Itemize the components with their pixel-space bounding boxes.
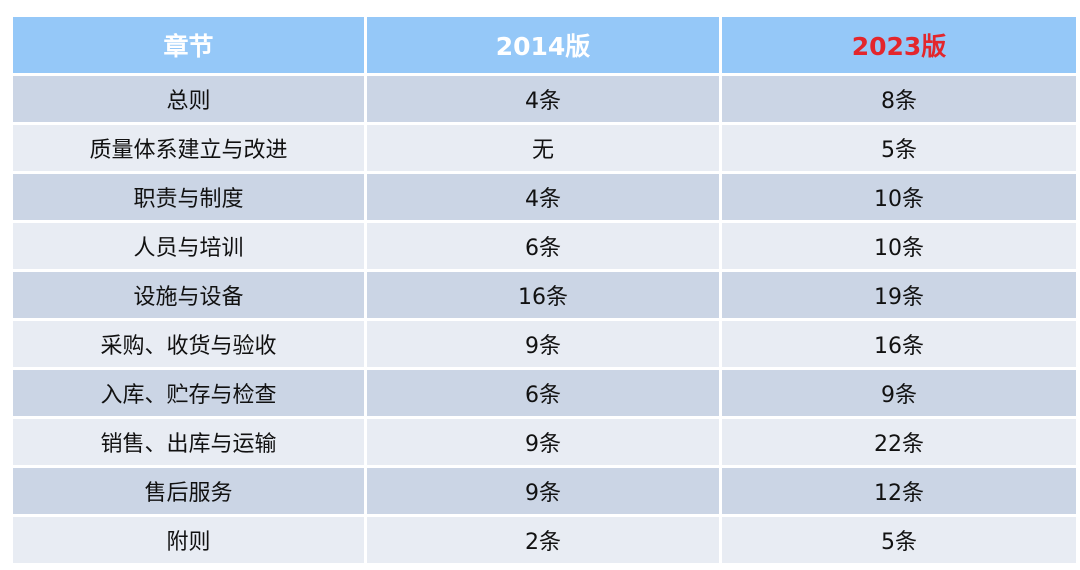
chapter-cell: 采购、收货与验收 — [13, 321, 364, 367]
header-2023-version: 2023版 — [722, 17, 1076, 73]
header-chapter: 章节 — [13, 17, 364, 73]
table-row: 售后服务 9条 12条 — [13, 468, 1076, 514]
chapter-cell: 销售、出库与运输 — [13, 419, 364, 465]
count-2023-cell: 5条 — [722, 517, 1076, 563]
table-row: 人员与培训 6条 10条 — [13, 223, 1076, 269]
count-2023-cell: 16条 — [722, 321, 1076, 367]
count-2014-cell: 16条 — [367, 272, 719, 318]
count-2023-cell: 19条 — [722, 272, 1076, 318]
count-2023-cell: 22条 — [722, 419, 1076, 465]
table-row: 质量体系建立与改进 无 5条 — [13, 125, 1076, 171]
chapter-cell: 售后服务 — [13, 468, 364, 514]
table-row: 入库、贮存与检查 6条 9条 — [13, 370, 1076, 416]
chapter-cell: 附则 — [13, 517, 364, 563]
chapter-cell: 职责与制度 — [13, 174, 364, 220]
count-2023-cell: 9条 — [722, 370, 1076, 416]
table-row: 附则 2条 5条 — [13, 517, 1076, 563]
header-2014-version: 2014版 — [367, 17, 719, 73]
count-2014-cell: 无 — [367, 125, 719, 171]
count-2014-cell: 9条 — [367, 321, 719, 367]
comparison-table: 章节 2014版 2023版 总则 4条 8条 质量体系建立与改进 无 5条 职… — [10, 14, 1079, 566]
table-row: 销售、出库与运输 9条 22条 — [13, 419, 1076, 465]
table-header-row: 章节 2014版 2023版 — [13, 17, 1076, 73]
count-2014-cell: 9条 — [367, 419, 719, 465]
table-row: 职责与制度 4条 10条 — [13, 174, 1076, 220]
chapter-cell: 总则 — [13, 76, 364, 122]
count-2014-cell: 6条 — [367, 370, 719, 416]
count-2014-cell: 4条 — [367, 174, 719, 220]
count-2023-cell: 10条 — [722, 223, 1076, 269]
chapter-cell: 设施与设备 — [13, 272, 364, 318]
table-row: 设施与设备 16条 19条 — [13, 272, 1076, 318]
table-row: 总则 4条 8条 — [13, 76, 1076, 122]
count-2023-cell: 12条 — [722, 468, 1076, 514]
count-2023-cell: 10条 — [722, 174, 1076, 220]
count-2014-cell: 2条 — [367, 517, 719, 563]
chapter-cell: 入库、贮存与检查 — [13, 370, 364, 416]
count-2023-cell: 8条 — [722, 76, 1076, 122]
count-2014-cell: 6条 — [367, 223, 719, 269]
table-row: 采购、收货与验收 9条 16条 — [13, 321, 1076, 367]
count-2014-cell: 4条 — [367, 76, 719, 122]
count-2014-cell: 9条 — [367, 468, 719, 514]
chapter-cell: 质量体系建立与改进 — [13, 125, 364, 171]
count-2023-cell: 5条 — [722, 125, 1076, 171]
comparison-table-container: 章节 2014版 2023版 总则 4条 8条 质量体系建立与改进 无 5条 职… — [10, 14, 1076, 566]
chapter-cell: 人员与培训 — [13, 223, 364, 269]
